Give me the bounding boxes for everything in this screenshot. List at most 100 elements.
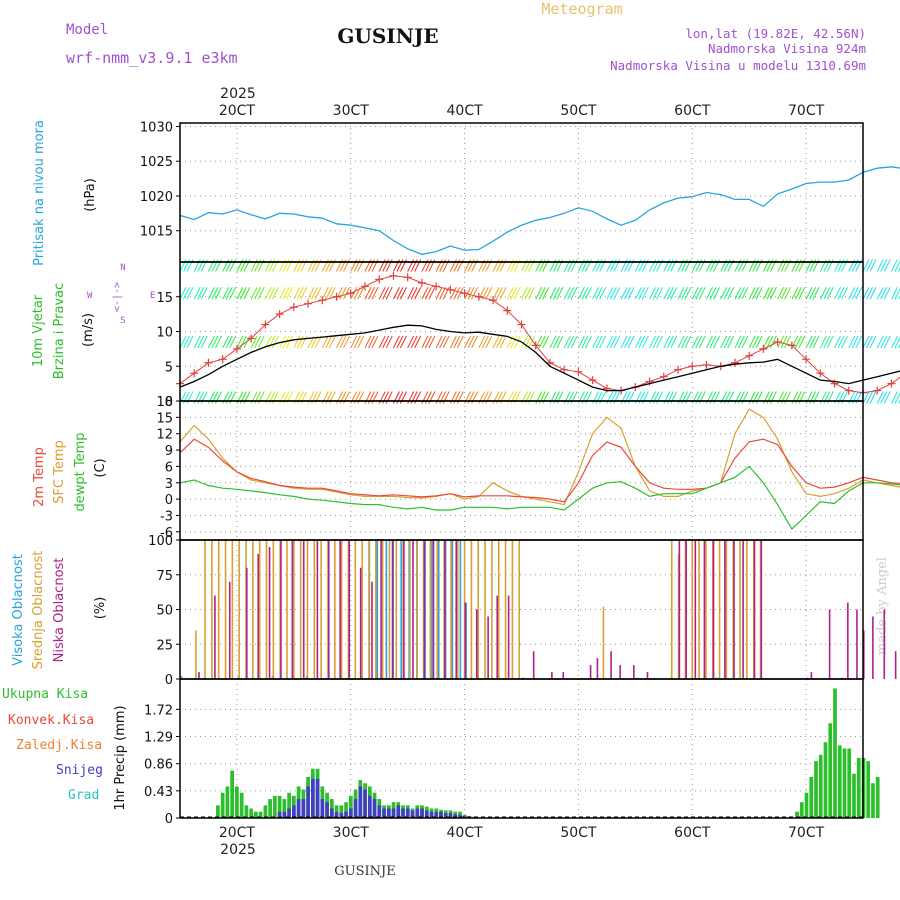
wind-barb: [506, 287, 514, 300]
model-name: wrf-nmm_v3.9.1 e3km: [66, 49, 238, 67]
wind-barb: [521, 335, 528, 349]
wind-barb: [439, 287, 447, 300]
wind-barb: [855, 335, 863, 349]
xtick-label-top: 60CT: [674, 103, 711, 119]
pressure-ytick-label: 1030: [140, 120, 173, 135]
xtick-label-bottom: 50CT: [560, 825, 597, 841]
wind-barb: [613, 335, 621, 349]
wind-barb: [385, 335, 393, 349]
wind-barb: [841, 335, 848, 349]
precip-bar: [818, 754, 823, 818]
wind-barb: [656, 335, 664, 349]
grid-layer: [180, 123, 863, 819]
precip-bar: [458, 814, 462, 818]
gust-marker: [659, 372, 668, 381]
sfc-temp-line: [179, 408, 900, 506]
gust-marker: [745, 351, 754, 360]
precip-bar: [424, 810, 429, 818]
wind-barb: [243, 287, 251, 300]
precipitation-ytick-label: 0.86: [144, 758, 173, 773]
wind-barb: [197, 335, 205, 349]
temp-2m-line: [179, 438, 900, 503]
wind-barb: [805, 335, 813, 349]
precip-bar: [823, 742, 828, 818]
wind-barb: [225, 335, 233, 349]
wind-barb: [453, 335, 461, 349]
wind-barb: [798, 335, 806, 349]
wind-barb: [681, 335, 688, 349]
wind-barb: [848, 335, 856, 349]
precip-bar: [263, 805, 268, 818]
precip-bar: [358, 786, 363, 818]
precipitation-frame: [179, 678, 864, 819]
wind-barb: [325, 335, 333, 349]
wind-barb: [410, 335, 418, 349]
wind-barb: [627, 287, 635, 300]
wind-barb: [891, 391, 898, 404]
pressure-ytick-label: 1025: [140, 155, 173, 170]
wind-barb: [606, 335, 614, 349]
wind-barb: [382, 287, 390, 300]
wind-barb: [378, 335, 386, 349]
wind-barb: [819, 287, 827, 300]
gust-marker: [460, 289, 469, 298]
cloud-title-mid: Srednja Oblacnost: [31, 551, 46, 670]
wind-barb: [670, 287, 678, 300]
wind-barb: [883, 335, 891, 349]
wind-barb: [570, 287, 578, 300]
wind-barb: [392, 287, 400, 300]
wind-barb: [250, 335, 258, 349]
wind-barb: [613, 287, 621, 300]
wind-barb: [752, 335, 760, 349]
wind-barb: [720, 335, 728, 349]
wind-barb: [343, 287, 350, 300]
wind-barb: [869, 259, 877, 272]
precip-bar: [420, 808, 424, 818]
watermark: made by Angel: [875, 557, 890, 655]
precip-bar: [453, 814, 458, 818]
precip-bar: [382, 808, 386, 818]
wind-barb: [339, 287, 347, 300]
gust-marker: [517, 320, 526, 329]
wind-barb: [769, 287, 777, 300]
wind-barb: [677, 287, 685, 300]
wind-barb: [414, 287, 422, 300]
precip-bar: [344, 811, 348, 818]
cloud-title-high: Visoka Oblacnost: [11, 554, 26, 666]
wind-barb: [891, 335, 898, 349]
cloud-ylabel: (%): [93, 597, 108, 620]
wind-barb: [794, 287, 802, 300]
temperature-ytick-label: 12: [156, 428, 173, 443]
wind-barb: [727, 335, 735, 349]
wind-barb: [528, 335, 535, 349]
wind-barb: [823, 335, 831, 349]
wind-barb: [549, 335, 557, 349]
wind-barb: [424, 287, 432, 300]
wind-compass: <-|-> N W E S: [87, 263, 155, 326]
wind-barb: [264, 287, 272, 300]
xtick-label-bottom: 20CT: [219, 825, 256, 841]
wind-barb: [841, 287, 848, 300]
wind-barb: [627, 335, 635, 349]
wind-barb: [392, 335, 400, 349]
wind-barb: [314, 287, 322, 300]
wind-barb: [620, 287, 628, 300]
wind-barb: [424, 335, 432, 349]
xtick-label-top: 70CT: [788, 103, 825, 119]
wind-barb: [296, 335, 304, 349]
wind-barb: [748, 287, 756, 300]
wind-barb: [777, 287, 785, 300]
wind-barb: [449, 335, 457, 349]
wind-barb: [528, 287, 535, 300]
wind-barb: [229, 287, 237, 300]
wind-barb: [883, 391, 891, 404]
wind-barb: [510, 335, 518, 349]
wind-barb: [229, 335, 237, 349]
precip-bar: [866, 761, 871, 818]
wind-barb: [709, 335, 717, 349]
precip-legend-freezing: Zaledj.Kisa: [16, 738, 102, 753]
wind-barb: [208, 287, 215, 300]
wind-barb: [428, 335, 436, 349]
wind-barb: [197, 287, 205, 300]
wind-barb: [891, 259, 898, 272]
